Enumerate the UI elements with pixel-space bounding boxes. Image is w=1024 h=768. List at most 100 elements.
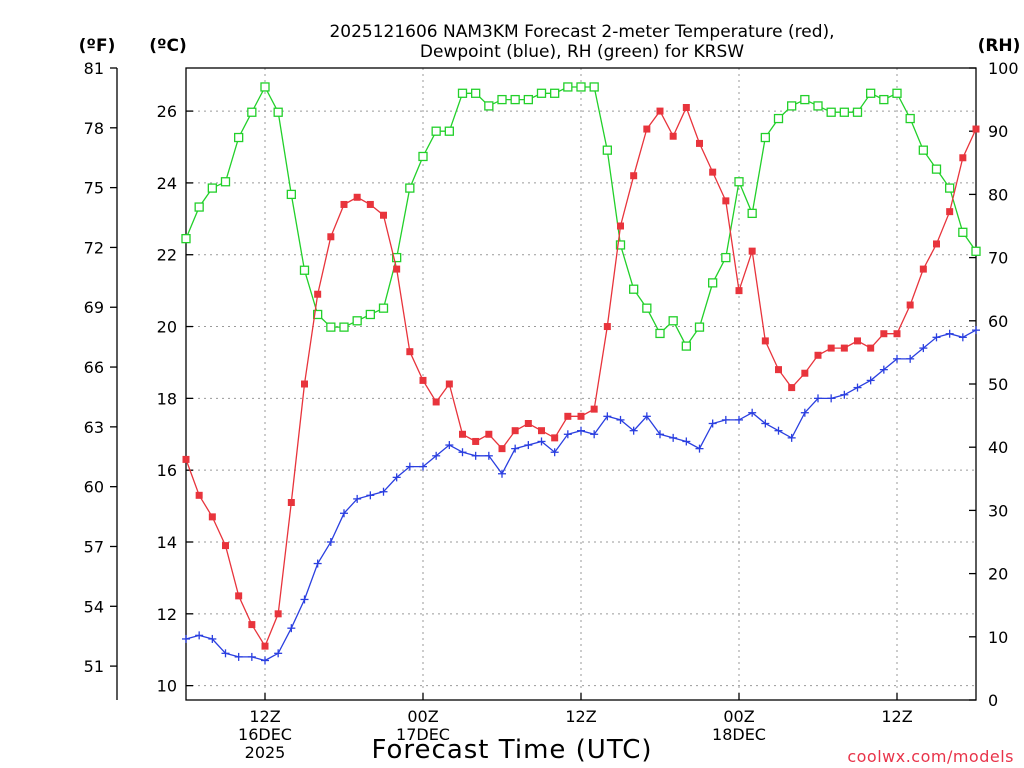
rh-point xyxy=(931,164,942,174)
rh-point xyxy=(181,233,191,244)
rh-tick-label: 100 xyxy=(988,59,1019,78)
dewpoint-point xyxy=(787,433,796,442)
temperature-point xyxy=(538,427,545,435)
temperature-point xyxy=(432,398,440,406)
dewpoint-point xyxy=(893,354,901,363)
dewpoint-point xyxy=(511,444,520,453)
fahrenheit-tick-label: 78 xyxy=(84,119,104,138)
dewpoint-point xyxy=(379,487,388,496)
temperature-point xyxy=(709,168,717,176)
temperature-point xyxy=(893,330,901,338)
dewpoint-point xyxy=(616,415,625,424)
rh-tick-label: 20 xyxy=(988,565,1008,584)
temperature-point xyxy=(524,420,532,427)
dewpoint-point xyxy=(656,430,664,439)
rh-point xyxy=(694,322,705,332)
time-tick-label: 12Z xyxy=(249,707,280,726)
dewpoint-point xyxy=(208,634,217,643)
rh-point xyxy=(497,94,507,105)
dewpoint-point xyxy=(353,494,362,503)
rh-point xyxy=(247,107,257,117)
dewpoint-point xyxy=(642,412,651,421)
dewpoint-point xyxy=(735,415,743,424)
dewpoint-point xyxy=(340,509,348,518)
temperature-point xyxy=(261,642,269,650)
rh-point xyxy=(444,126,454,136)
celsius-tick-label: 16 xyxy=(157,461,177,480)
dewpoint-point xyxy=(932,333,941,342)
dewpoint-point xyxy=(590,430,599,439)
temperature-point xyxy=(775,366,782,374)
temperature-point xyxy=(682,104,690,111)
temperature-point xyxy=(301,380,308,388)
rh-point xyxy=(773,113,784,124)
dewpoint-point xyxy=(629,426,638,435)
fahrenheit-tick-label: 81 xyxy=(84,59,104,78)
rh-point xyxy=(892,88,902,98)
dewpoint-point xyxy=(563,430,572,439)
temperature-point xyxy=(551,434,559,442)
celsius-tick-label: 24 xyxy=(157,174,177,193)
dewpoint-point xyxy=(879,365,888,374)
temperature-point xyxy=(788,384,796,392)
temperature-point xyxy=(748,247,756,255)
rh-point xyxy=(615,240,626,250)
rh-point xyxy=(418,151,428,162)
rh-point xyxy=(589,82,599,92)
rh-point xyxy=(457,88,468,98)
dewpoint-point xyxy=(524,441,533,450)
rh-point xyxy=(563,82,573,92)
rh-point xyxy=(905,113,915,124)
dewpoint-point xyxy=(827,394,836,403)
dewpoint-point xyxy=(274,649,283,658)
temperature-point xyxy=(854,337,861,345)
rh-point xyxy=(405,183,415,193)
dewpoint-point xyxy=(814,394,822,403)
rh-point xyxy=(668,316,678,326)
dewpoint-point xyxy=(669,433,678,442)
fahrenheit-tick-label: 69 xyxy=(84,298,104,317)
rh-tick-label: 60 xyxy=(988,312,1008,331)
rh-point xyxy=(339,322,349,332)
celsius-tick-label: 18 xyxy=(157,389,177,408)
temperature-point xyxy=(380,211,387,219)
rh-point xyxy=(879,94,889,105)
rh-point xyxy=(378,303,389,313)
temperature-point xyxy=(235,592,243,600)
fahrenheit-tick-label: 66 xyxy=(84,358,104,377)
rh-series xyxy=(181,82,981,351)
celsius-tick-label: 10 xyxy=(157,677,177,696)
dewpoint-point xyxy=(945,329,954,338)
fahrenheit-unit-label: (ºF) xyxy=(79,36,116,56)
rh-point xyxy=(655,328,665,339)
chart-title-line-1: 2025121606 NAM3KM Forecast 2-meter Tempe… xyxy=(329,22,834,42)
chart-title-line-2: Dewpoint (blue), RH (green) for KRSW xyxy=(420,42,744,62)
rh-point xyxy=(642,303,652,313)
temperature-point xyxy=(630,172,638,180)
rh-point xyxy=(286,189,296,200)
time-tick-label: 12Z xyxy=(565,707,596,726)
dewpoint-point xyxy=(247,652,256,661)
temperature-point xyxy=(222,542,229,550)
temperature-point xyxy=(603,323,611,331)
temperature-point xyxy=(340,200,348,208)
temperature-point xyxy=(722,197,730,205)
dewpoint-point xyxy=(800,408,809,417)
rh-point xyxy=(787,101,797,111)
dewpoint-point xyxy=(484,451,493,460)
rh-point xyxy=(681,341,691,351)
rh-point xyxy=(721,252,731,263)
rh-tick-label: 30 xyxy=(988,501,1008,520)
dewpoint-point xyxy=(419,462,427,471)
dewpoint-point xyxy=(366,491,375,500)
temperature-point xyxy=(827,344,835,352)
temperature-series xyxy=(182,104,980,650)
rh-point xyxy=(431,126,441,136)
time-tick-label: 00Z xyxy=(723,707,754,726)
dewpoint-point xyxy=(300,595,309,604)
dewpoint-point xyxy=(326,538,335,546)
dewpoint-point xyxy=(445,441,454,450)
dewpoint-point xyxy=(498,469,506,478)
temperature-point xyxy=(393,265,401,273)
